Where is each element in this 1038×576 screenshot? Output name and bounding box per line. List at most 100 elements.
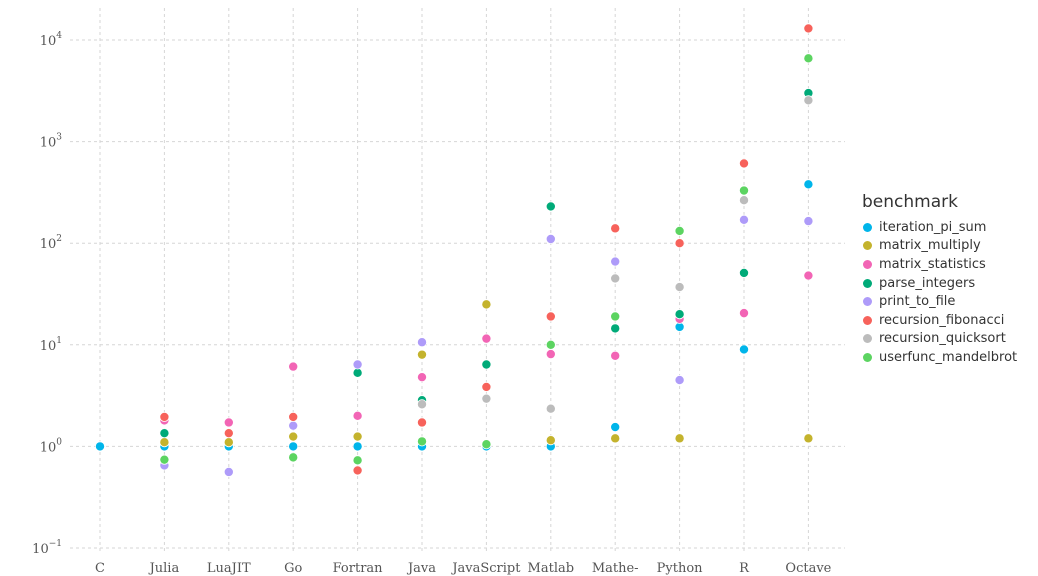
legend-label: recursion_quicksort — [879, 331, 1006, 347]
data-point — [545, 201, 556, 212]
y-tick-label: 100 — [40, 437, 63, 455]
data-point — [610, 433, 621, 444]
legend-label: matrix_multiply — [879, 238, 981, 254]
data-point — [739, 158, 750, 169]
legend-entry: print_to_file — [862, 292, 1017, 311]
data-point — [288, 452, 299, 463]
legend-items: iteration_pi_sum matrix_multiply matrix_st… — [862, 218, 1017, 367]
x-tick-label: Julia — [148, 561, 180, 576]
legend-swatch — [863, 259, 872, 269]
legend-swatch — [863, 278, 872, 288]
data-point — [674, 238, 685, 249]
x-tick-label: Java — [406, 561, 436, 576]
scatter-chart: 10−1 100 101 102 103 104 C Julia LuaJIT Go Fortra… — [32, 8, 845, 576]
data-point — [610, 323, 621, 334]
data-point — [803, 270, 814, 281]
series-iteration_pi_sum — [95, 179, 814, 452]
legend-label: matrix_statistics — [879, 256, 986, 272]
data-point — [223, 428, 234, 439]
data-point — [159, 428, 170, 439]
data-point — [159, 411, 170, 422]
data-point — [610, 350, 621, 361]
data-point — [159, 454, 170, 465]
legend-label: iteration_pi_sum — [879, 219, 987, 235]
legend-entry: parse_integers — [862, 274, 1017, 293]
data-point — [803, 433, 814, 444]
x-tick-label: Go — [284, 561, 302, 576]
data-point — [545, 435, 556, 446]
data-point — [416, 337, 427, 348]
data-point — [416, 372, 427, 383]
data-point — [288, 420, 299, 431]
data-point — [352, 441, 363, 452]
x-tick-label: Mathe- — [592, 561, 639, 576]
x-tick-label: R — [739, 561, 750, 576]
data-point — [610, 422, 621, 433]
data-point — [803, 23, 814, 34]
data-point — [739, 185, 750, 196]
legend: benchmark iteration_pi_sum matrix_multipl… — [862, 192, 1017, 367]
x-tick-label: Python — [657, 561, 704, 576]
data-point — [674, 433, 685, 444]
data-point — [416, 436, 427, 447]
data-point — [288, 411, 299, 422]
data-point — [352, 410, 363, 421]
y-axis-ticks: 10−1 100 101 102 103 104 — [32, 31, 62, 557]
legend-swatch — [863, 241, 872, 251]
data-point — [803, 216, 814, 227]
data-point — [739, 195, 750, 206]
data-point — [674, 375, 685, 386]
series-userfunc_mandelbrot — [159, 53, 814, 466]
data-point — [352, 455, 363, 466]
gridlines — [70, 8, 845, 552]
data-point — [481, 333, 492, 344]
legend-label: userfunc_mandelbrot — [879, 349, 1018, 365]
legend-label: print_to_file — [879, 294, 956, 310]
data-point — [739, 308, 750, 319]
data-point — [545, 339, 556, 350]
data-point — [739, 344, 750, 355]
data-point — [481, 299, 492, 310]
data-points — [95, 23, 814, 477]
data-point — [545, 233, 556, 244]
legend-entry: matrix_statistics — [862, 255, 1017, 274]
data-point — [739, 214, 750, 225]
data-point — [159, 437, 170, 448]
x-tick-label: Matlab — [528, 561, 575, 576]
legend-label: recursion_fibonacci — [879, 312, 1005, 328]
legend-entry: matrix_multiply — [862, 237, 1017, 256]
data-point — [481, 393, 492, 404]
data-point — [352, 465, 363, 476]
legend-entry: userfunc_mandelbrot — [862, 348, 1017, 367]
series-parse_integers — [159, 88, 814, 439]
legend-swatch — [863, 315, 872, 325]
data-point — [288, 431, 299, 442]
data-point — [416, 417, 427, 428]
data-point — [352, 367, 363, 378]
series-recursion_quicksort — [416, 95, 814, 414]
legend-swatch — [863, 297, 872, 307]
data-point — [674, 282, 685, 293]
data-point — [481, 359, 492, 370]
data-point — [610, 273, 621, 284]
legend-entry: recursion_fibonacci — [862, 311, 1017, 330]
legend-swatch — [863, 352, 872, 362]
data-point — [674, 225, 685, 236]
data-point — [416, 349, 427, 360]
data-point — [610, 311, 621, 322]
y-tick-label: 102 — [40, 234, 62, 252]
data-point — [610, 256, 621, 267]
data-point — [739, 267, 750, 278]
data-point — [481, 439, 492, 450]
legend-swatch — [863, 334, 872, 344]
legend-swatch — [863, 222, 872, 232]
y-tick-label: 101 — [40, 336, 62, 354]
data-point — [223, 437, 234, 448]
y-tick-label: 104 — [40, 31, 63, 49]
data-point — [416, 399, 427, 410]
legend-label: parse_integers — [879, 275, 976, 291]
y-tick-label: 10−1 — [32, 539, 62, 557]
data-point — [674, 309, 685, 320]
data-point — [610, 223, 621, 234]
legend-entry: iteration_pi_sum — [862, 218, 1017, 237]
